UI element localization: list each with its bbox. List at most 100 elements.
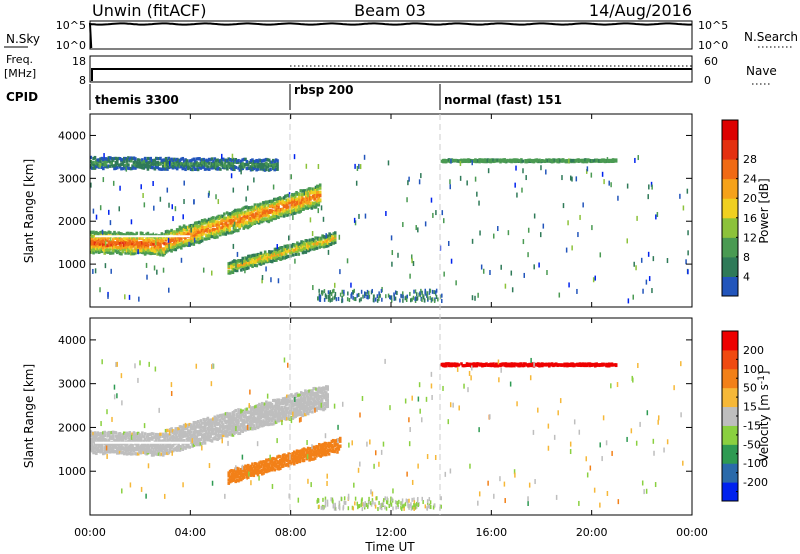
heatmap-cell <box>326 443 329 447</box>
scatter-echo <box>610 182 612 188</box>
heatmap-cell <box>99 230 102 235</box>
heatmap-cell <box>96 442 100 446</box>
heatmap-cell <box>230 415 233 419</box>
heatmap-cell <box>248 224 251 229</box>
scatter-echo <box>632 377 634 383</box>
heatmap-cell <box>465 362 469 366</box>
heatmap-cell <box>284 412 288 416</box>
scatter-echo <box>516 401 518 407</box>
heatmap-cell <box>305 454 309 459</box>
heatmap-cell <box>325 385 328 389</box>
freq-series <box>91 68 692 81</box>
heatmap-cell <box>274 406 278 410</box>
heatmap-cell <box>235 223 239 228</box>
heatmap-cell <box>571 362 575 366</box>
heatmap-cell <box>136 244 140 248</box>
heatmap-cell <box>210 421 214 426</box>
heatmap-cell <box>249 471 253 475</box>
heatmap-cell <box>177 433 180 437</box>
heatmap-cell <box>128 157 132 161</box>
scatter-echo <box>639 421 641 427</box>
scatter-echo <box>679 193 681 199</box>
heatmap-cell <box>522 363 526 368</box>
heatmap-cell <box>230 420 233 424</box>
near-range-echo <box>426 501 429 506</box>
heatmap-cell <box>302 450 306 455</box>
heatmap-cell <box>181 231 185 236</box>
heatmap-cell <box>249 413 253 417</box>
heatmap-cell <box>249 206 253 210</box>
heatmap-cell <box>231 411 235 415</box>
heatmap-cell <box>214 431 218 435</box>
heatmap-cell <box>113 438 116 442</box>
heatmap-cell <box>92 451 95 455</box>
heatmap-cell <box>170 245 173 249</box>
heatmap-cell <box>189 167 193 172</box>
heatmap-cell <box>315 444 318 449</box>
heatmap-cell <box>518 159 522 163</box>
heatmap-cell <box>191 164 194 168</box>
scatter-echo <box>571 245 573 251</box>
heatmap-cell <box>313 386 317 391</box>
heatmap-cell <box>249 257 253 261</box>
heatmap-cell <box>207 418 211 422</box>
heatmap-cell <box>218 215 222 220</box>
heatmap-cell <box>308 244 312 248</box>
heatmap-cell <box>175 237 179 241</box>
scatter-echo <box>641 480 644 486</box>
heatmap-cell <box>319 244 323 248</box>
heatmap-cell <box>311 410 314 414</box>
heatmap-cell <box>287 398 290 403</box>
scatter-echo <box>537 407 539 413</box>
heatmap-cell <box>181 167 185 171</box>
scatter-echo <box>626 183 629 189</box>
heatmap-cell <box>216 427 219 431</box>
scatter-echo <box>586 472 589 478</box>
near-range-echo <box>428 504 431 509</box>
heatmap-cell <box>118 157 122 161</box>
heatmap-cell <box>266 212 269 216</box>
scatter-echo <box>271 483 274 489</box>
heatmap-cell <box>115 442 119 446</box>
near-range-echo <box>397 505 399 510</box>
heatmap-cell <box>131 166 134 170</box>
heatmap-cell <box>559 363 562 367</box>
heatmap-cell <box>200 158 204 162</box>
heatmap-cell <box>259 259 263 263</box>
heatmap-cell <box>156 245 159 250</box>
heatmap-cell <box>301 397 304 401</box>
heatmap-cell <box>89 155 93 159</box>
heatmap-cell <box>107 449 111 453</box>
heatmap-cell <box>331 448 335 452</box>
heatmap-cell <box>332 238 336 243</box>
heatmap-cell <box>152 432 155 436</box>
heatmap-cell <box>288 201 291 206</box>
heatmap-cell <box>104 448 108 453</box>
heatmap-cell <box>265 422 268 426</box>
heatmap-cell <box>332 232 336 236</box>
heatmap-cell <box>547 364 551 368</box>
near-range-echo <box>400 501 402 506</box>
heatmap-cell <box>246 463 250 468</box>
scatter-echo <box>627 298 630 304</box>
heatmap-cell <box>145 236 148 240</box>
scatter-echo <box>424 221 427 227</box>
heatmap-cell <box>489 158 493 162</box>
heatmap-cell <box>235 473 239 477</box>
scatter-echo <box>420 173 422 179</box>
heatmap-cell <box>242 414 246 419</box>
heatmap-cell <box>306 446 310 450</box>
heatmap-cell <box>134 249 137 253</box>
heatmap-cell <box>245 257 249 261</box>
scatter-echo <box>305 163 308 169</box>
heatmap-cell <box>255 417 258 421</box>
heatmap-cell <box>267 416 271 421</box>
heatmap-cell <box>570 362 573 366</box>
heatmap-cell <box>266 422 270 427</box>
heatmap-cell <box>163 242 166 246</box>
scatter-echo <box>101 359 103 365</box>
heatmap-cell <box>139 163 143 167</box>
scatter-echo <box>594 275 596 281</box>
heatmap-cell <box>300 246 303 250</box>
